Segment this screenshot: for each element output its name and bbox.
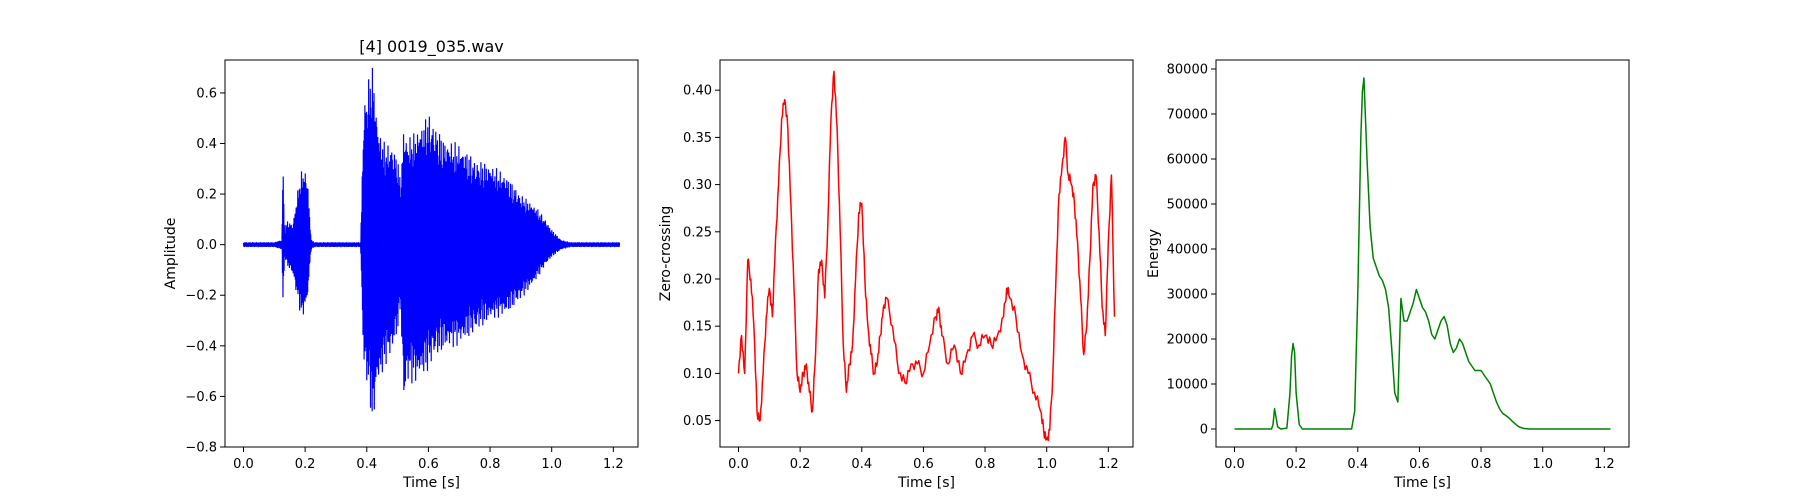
y-tick-label: 10000 bbox=[1167, 378, 1208, 393]
plot-frame bbox=[719, 59, 1134, 448]
y-tick-label: −0.4 bbox=[185, 339, 217, 354]
x-axis-label: Time [s] bbox=[1393, 475, 1451, 491]
x-tick-label: 0.6 bbox=[1409, 457, 1430, 472]
x-tick-label: 0.2 bbox=[1286, 457, 1307, 472]
y-tick-label: 0.4 bbox=[196, 137, 217, 152]
y-tick-label: 0.20 bbox=[683, 272, 712, 287]
x-tick-label: 0.4 bbox=[356, 457, 377, 472]
x-tick-label: 0.0 bbox=[1224, 457, 1245, 472]
x-tick-label: 0.8 bbox=[975, 457, 996, 472]
y-tick-label: 0.2 bbox=[196, 188, 217, 203]
x-tick-label: 0.0 bbox=[233, 457, 254, 472]
y-tick-label: 0.25 bbox=[683, 225, 712, 240]
amplitude-panel: [4] 0019_035.wav Time [s] Amplitude 0.0 0… bbox=[163, 37, 639, 491]
y-tick-label: 0.30 bbox=[683, 178, 712, 193]
energy-panel: Time [s] Energy 0.0 0.2 0.4 0.6 0.8 1.0 1.2 0 10… bbox=[1146, 59, 1630, 491]
y-tick-label: 0.0 bbox=[196, 238, 217, 253]
y-tick-label: −0.6 bbox=[185, 390, 217, 405]
y-tick-label: 20000 bbox=[1167, 333, 1208, 348]
x-tick-label: 0.8 bbox=[1471, 457, 1492, 472]
y-tick-label: 0 bbox=[1200, 423, 1208, 438]
y-tick-label: −0.8 bbox=[185, 441, 217, 456]
zero-crossing-panel: Time [s] Zero-crossing 0.0 0.2 0.4 0.6 0.8 1.… bbox=[658, 59, 1134, 491]
y-tick-label: 0.15 bbox=[683, 320, 712, 335]
y-tick-label: 0.6 bbox=[196, 86, 217, 101]
y-tick-label: 0.40 bbox=[683, 84, 712, 99]
amplitude-waveform bbox=[242, 67, 621, 412]
x-tick-label: 1.2 bbox=[1594, 457, 1615, 472]
x-tick-label: 0.2 bbox=[790, 457, 811, 472]
x-tick-label: 0.6 bbox=[418, 457, 439, 472]
series-line bbox=[737, 70, 1116, 442]
x-tick-label: 0.6 bbox=[913, 457, 934, 472]
y-axis-label: Amplitude bbox=[163, 218, 179, 290]
x-tick-label: 1.0 bbox=[541, 457, 562, 472]
y-tick-label: −0.2 bbox=[185, 289, 217, 304]
x-axis-label: Time [s] bbox=[402, 475, 460, 491]
x-axis-label: Time [s] bbox=[897, 475, 955, 491]
plot-frame bbox=[224, 59, 639, 448]
x-tick-label: 1.0 bbox=[1532, 457, 1553, 472]
y-tick-label: 0.35 bbox=[683, 131, 712, 146]
x-tick-label: 0.4 bbox=[1347, 457, 1368, 472]
y-axis-label: Energy bbox=[1146, 229, 1162, 278]
plot-frame bbox=[1215, 59, 1630, 448]
y-tick-label: 0.05 bbox=[683, 414, 712, 429]
y-tick-label: 70000 bbox=[1167, 108, 1208, 123]
y-tick-label: 0.10 bbox=[683, 367, 712, 382]
x-tick-label: 1.2 bbox=[603, 457, 624, 472]
x-tick-label: 1.0 bbox=[1036, 457, 1057, 472]
y-tick-label: 30000 bbox=[1167, 288, 1208, 303]
y-tick-label: 80000 bbox=[1167, 63, 1208, 78]
x-tick-label: 1.2 bbox=[1098, 457, 1119, 472]
series-line bbox=[1234, 77, 1611, 430]
y-tick-label: 50000 bbox=[1167, 198, 1208, 213]
chart-title: [4] 0019_035.wav bbox=[359, 37, 503, 57]
y-axis-label: Zero-crossing bbox=[658, 206, 674, 301]
y-tick-label: 60000 bbox=[1167, 153, 1208, 168]
x-tick-label: 0.0 bbox=[728, 457, 749, 472]
x-tick-label: 0.8 bbox=[480, 457, 501, 472]
y-tick-label: 40000 bbox=[1167, 243, 1208, 258]
x-tick-label: 0.4 bbox=[851, 457, 872, 472]
x-tick-label: 0.2 bbox=[295, 457, 316, 472]
